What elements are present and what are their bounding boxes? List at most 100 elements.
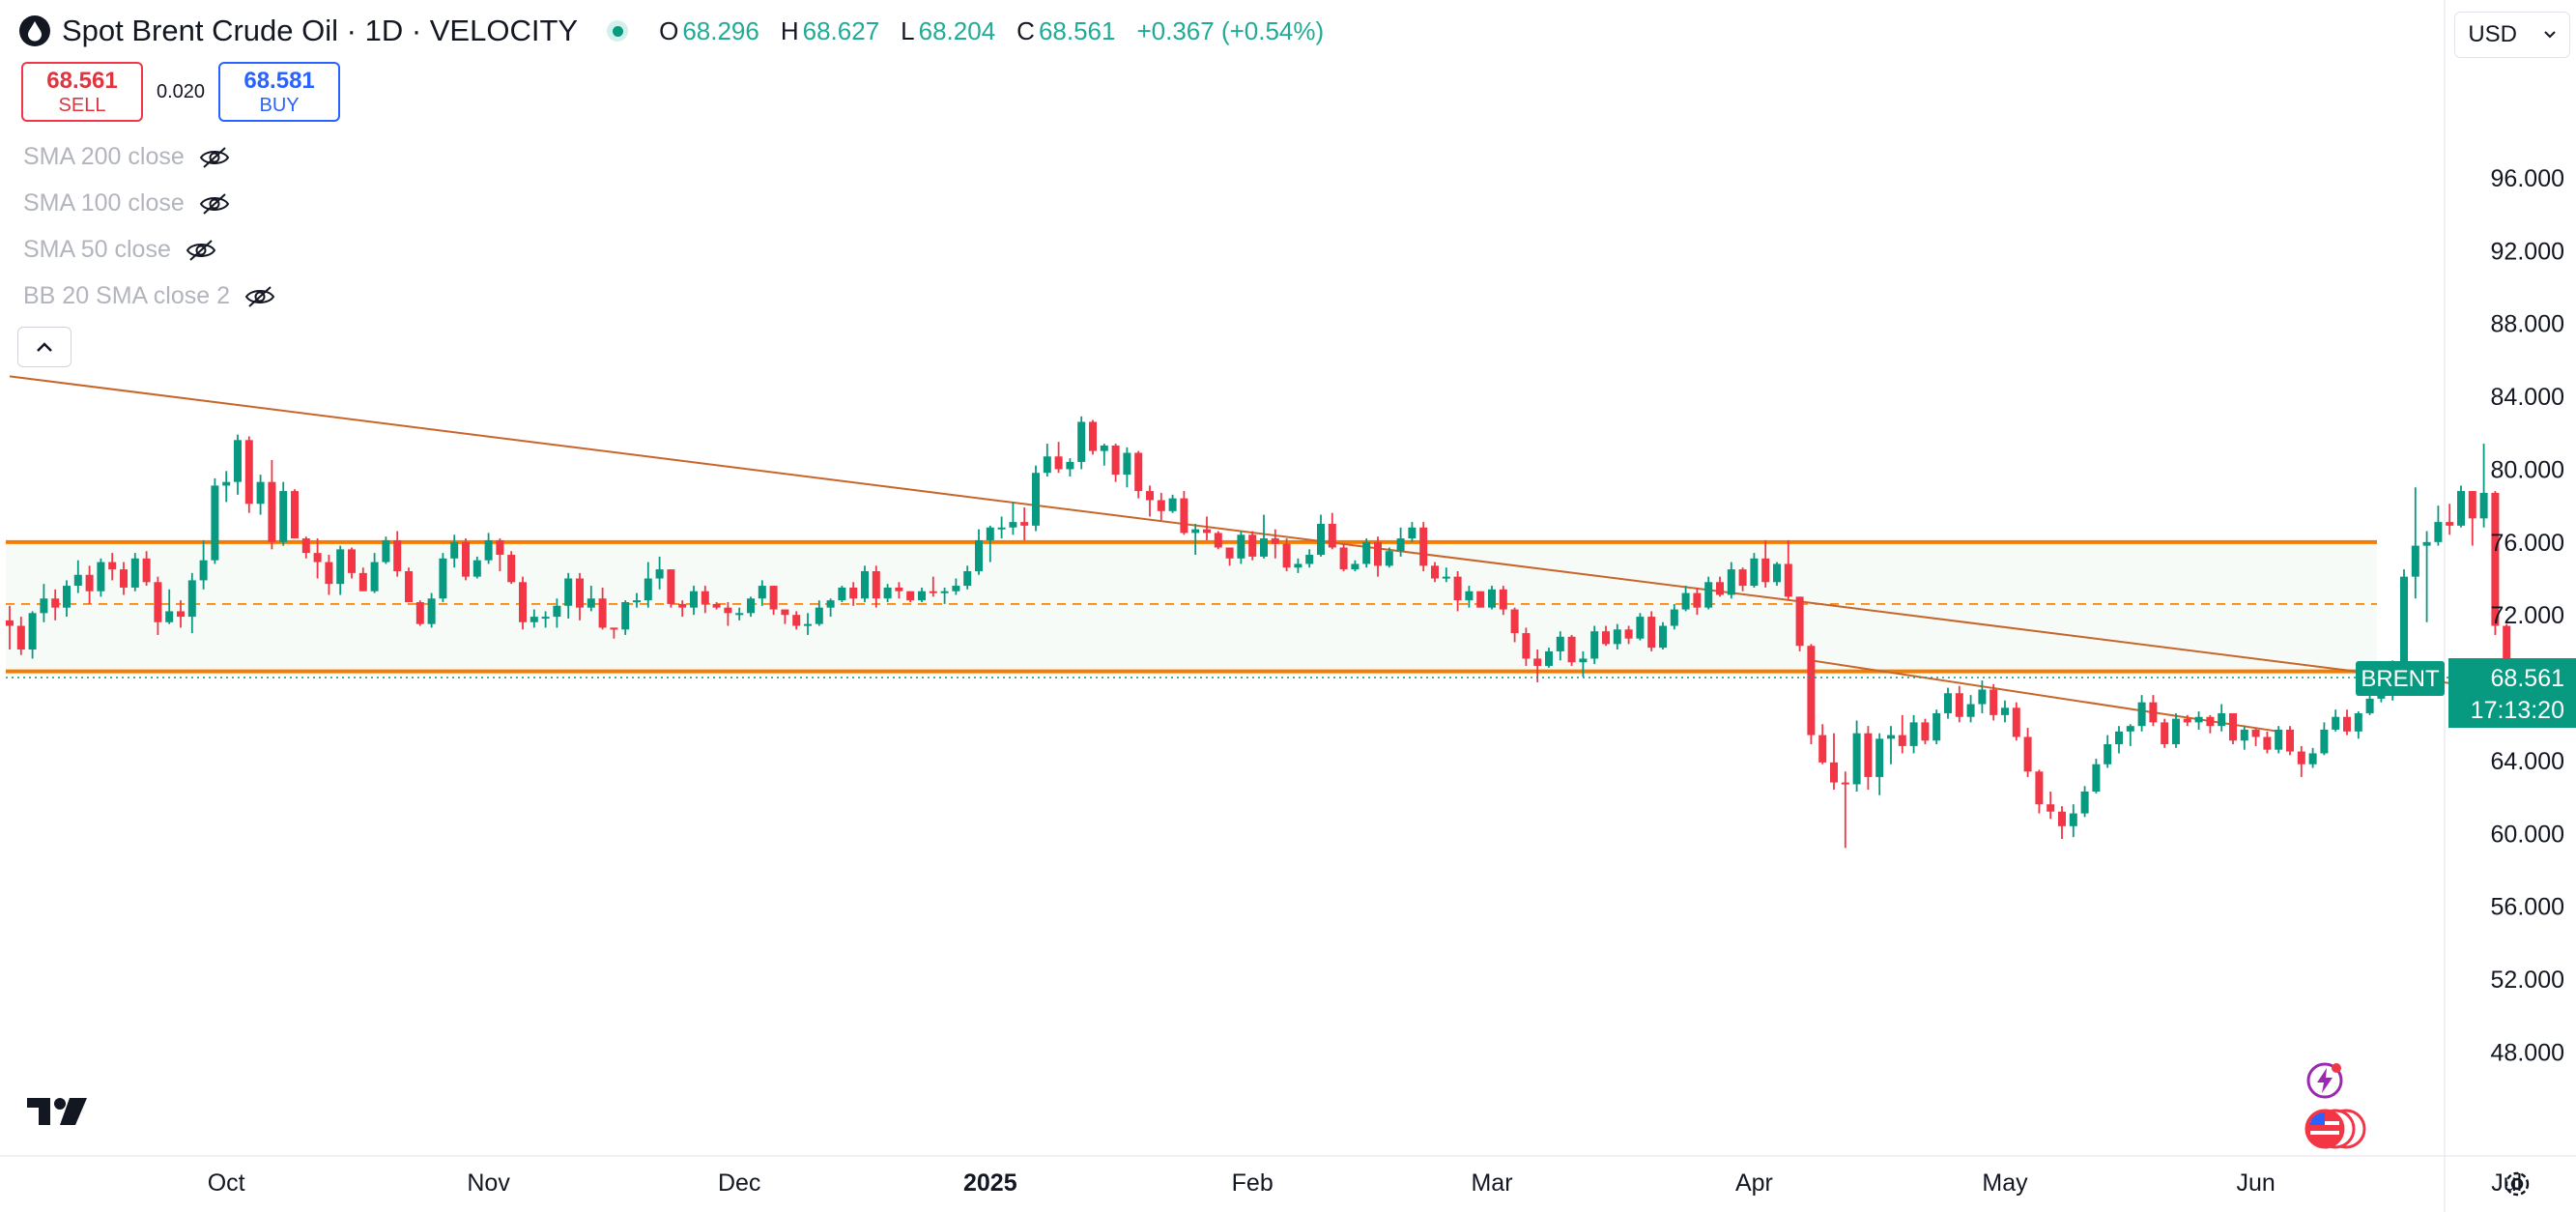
candle	[2229, 712, 2237, 745]
candle-body	[73, 574, 82, 587]
hidden-eye-icon[interactable]	[198, 191, 231, 216]
symbol-title[interactable]: Spot Brent Crude Oil · 1D · VELOCITY	[62, 14, 579, 47]
candle	[1522, 627, 1531, 666]
candle-body	[187, 580, 196, 618]
us-flag-event-icon[interactable]	[2304, 1108, 2367, 1150]
candle-body	[1852, 733, 1861, 785]
candle	[1396, 527, 1405, 557]
lightning-event-icon[interactable]	[2305, 1061, 2344, 1100]
candle-body	[758, 586, 766, 599]
candle	[73, 560, 82, 593]
candle	[405, 567, 413, 603]
candle-body	[963, 570, 972, 587]
high-key: H	[780, 15, 799, 45]
candle	[1339, 543, 1348, 571]
candle-body	[1750, 558, 1759, 587]
tradingview-logo-icon[interactable]	[27, 1098, 89, 1129]
price-tick-label: 88.000	[2491, 311, 2564, 338]
currency-select[interactable]: USD	[2454, 12, 2570, 58]
candle	[804, 613, 812, 635]
gear-icon[interactable]	[2501, 1168, 2533, 1200]
candle-body	[1260, 538, 1268, 557]
candle-body	[2422, 541, 2431, 546]
indicator-sma-200[interactable]: SMA 200 close	[23, 143, 231, 171]
sell-button[interactable]: 68.561 SELL	[21, 62, 143, 122]
candle-body	[1875, 738, 1884, 777]
candle	[1761, 539, 1770, 588]
collapse-legend-button[interactable]	[17, 327, 72, 367]
candle	[963, 565, 972, 590]
hidden-eye-icon[interactable]	[243, 284, 276, 309]
candle	[1852, 720, 1861, 792]
candle-body	[1499, 589, 1507, 610]
indicator-sma-100[interactable]: SMA 100 close	[23, 189, 231, 217]
candle	[1830, 733, 1838, 791]
candle-body	[621, 602, 630, 630]
hidden-eye-icon[interactable]	[185, 238, 217, 263]
candle	[519, 576, 527, 630]
candle-body	[1761, 558, 1770, 583]
candle	[348, 547, 356, 579]
candle	[187, 572, 196, 634]
chevron-up-icon	[37, 342, 52, 352]
candle	[1647, 611, 1656, 651]
candle	[496, 538, 504, 571]
price-tick-label: 92.000	[2491, 238, 2564, 265]
candle	[2400, 569, 2408, 668]
candle	[291, 489, 299, 539]
candle-body	[1431, 565, 1439, 579]
candle	[177, 600, 185, 628]
candle-body	[1784, 563, 1792, 597]
candle	[211, 477, 219, 564]
candle-body	[2149, 702, 2158, 723]
candle-body	[2046, 804, 2055, 812]
candle-body	[2104, 744, 2112, 765]
candle-body	[849, 587, 858, 599]
candle-body	[2218, 712, 2226, 727]
candle	[1978, 680, 1987, 713]
candle	[1328, 512, 1336, 550]
candle-body	[108, 562, 117, 570]
countdown-label: 17:13:20	[2471, 697, 2564, 724]
candle-body	[1157, 500, 1165, 511]
candle	[2251, 728, 2260, 746]
candle-body	[1613, 629, 1621, 645]
candle	[576, 572, 584, 620]
candle-body	[1522, 633, 1531, 659]
hidden-eye-icon[interactable]	[198, 145, 231, 170]
candle	[2332, 709, 2340, 732]
candle	[1408, 522, 1417, 542]
candle-body	[553, 605, 561, 618]
candle-body	[382, 539, 390, 563]
candle-body	[415, 602, 424, 624]
candle	[553, 598, 561, 628]
buy-button[interactable]: 68.581 BUY	[218, 62, 341, 122]
candle	[1750, 553, 1759, 588]
candle	[2012, 702, 2020, 741]
time-tick-label: Jun	[2236, 1169, 2275, 1197]
indicator-sma-50[interactable]: SMA 50 close	[23, 236, 217, 264]
candle	[1602, 625, 1610, 647]
candle-body	[2411, 545, 2419, 577]
candle-body	[1374, 541, 1382, 566]
candle	[1921, 718, 1930, 745]
candle-body	[1636, 617, 1645, 639]
candle-body	[1282, 543, 1291, 568]
candle-body	[2479, 492, 2488, 519]
candle	[1100, 444, 1108, 466]
candle-body	[1043, 456, 1051, 474]
candle-body	[1111, 445, 1120, 476]
candle-body	[975, 539, 983, 571]
indicator-bb-20[interactable]: BB 20 SMA close 2	[23, 282, 276, 310]
open-value: 68.296	[682, 15, 759, 45]
candle	[997, 516, 1006, 539]
candle-body	[1545, 650, 1553, 666]
candle	[952, 578, 960, 595]
candle	[1032, 465, 1040, 532]
candle-body	[2035, 771, 2044, 805]
candle	[2172, 712, 2180, 748]
candle	[1157, 492, 1165, 521]
market-status-icon[interactable]	[607, 20, 629, 42]
candle-body	[997, 527, 1006, 530]
